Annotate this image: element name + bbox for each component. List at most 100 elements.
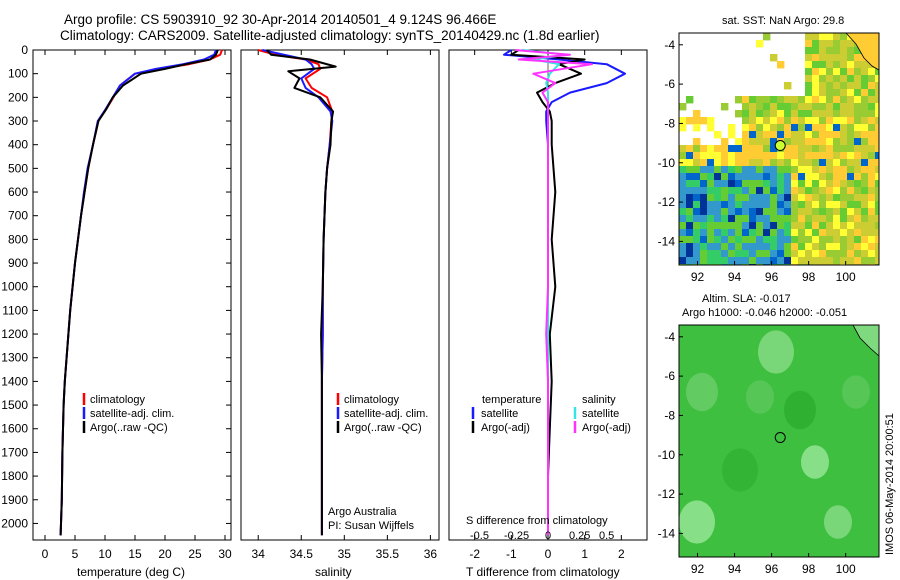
sst-cell (763, 110, 771, 118)
sst-cell (763, 138, 771, 146)
sst-cell (805, 96, 813, 104)
sst-cell (700, 117, 708, 125)
sla-anomaly-blob (842, 375, 870, 409)
sst-cell (742, 103, 750, 111)
sst-cell (847, 152, 855, 160)
sst-cell (700, 159, 708, 167)
sst-cell (875, 187, 879, 195)
sst-cell (833, 257, 841, 265)
sst-cell (847, 250, 855, 258)
sst-cell (875, 173, 879, 181)
sst-cell (707, 180, 715, 188)
map-x-tick-label: 100 (836, 562, 856, 576)
map-y-tick-label: -8 (664, 116, 675, 130)
sst-cell (805, 208, 813, 216)
sst-cell (756, 257, 764, 265)
float-owner-note: Argo Australia (328, 506, 397, 518)
sst-cell (798, 159, 806, 167)
sst-cell (756, 131, 764, 139)
sst-cell (812, 138, 820, 146)
sst-cell (805, 250, 813, 258)
sst-cell (693, 194, 701, 202)
sst-cell (805, 222, 813, 230)
sst-cell (700, 187, 708, 195)
sst-cell (784, 110, 792, 118)
sst-cell (840, 215, 848, 223)
sst-cell (875, 236, 879, 244)
sst-cell (812, 208, 820, 216)
sla-anomaly-blob (679, 500, 715, 544)
legend-temperature-header: temperature (482, 394, 541, 406)
sst-cell (707, 117, 715, 125)
sst-cell (819, 180, 827, 188)
sst-cell (868, 89, 876, 97)
sst-cell (861, 173, 869, 181)
sst-cell (784, 145, 792, 153)
argo-location-marker (774, 140, 786, 152)
sst-cell (784, 257, 792, 265)
sst-cell (875, 103, 879, 111)
sst-cell (770, 110, 778, 118)
sst-cell (784, 131, 792, 139)
sst-cell (833, 61, 841, 69)
sst-cell (728, 215, 736, 223)
sst-cell (777, 243, 785, 251)
sst-cell (840, 250, 848, 258)
sst-cell (728, 152, 736, 160)
sst-cell (861, 110, 869, 118)
sst-cell (819, 117, 827, 125)
sst-cell (854, 138, 862, 146)
sst-cell (805, 243, 813, 251)
sst-cell (742, 250, 750, 258)
sst-cell (861, 208, 869, 216)
sst-cell (742, 222, 750, 230)
sst-cell (854, 131, 862, 139)
sst-cell (707, 124, 715, 132)
sst-cell (791, 180, 799, 188)
depth-tick-label: 1300 (1, 351, 28, 365)
sst-cell (735, 236, 743, 244)
sst-cell (770, 208, 778, 216)
sst-cell (742, 215, 750, 223)
sst-cell (847, 82, 855, 90)
sst-cell (847, 222, 855, 230)
sst-cell (875, 250, 879, 258)
sst-cell (819, 173, 827, 181)
sst-cell (854, 187, 862, 195)
sst-cell (826, 152, 834, 160)
sst-cell (812, 166, 820, 174)
sst-cell (714, 222, 722, 230)
map-x-tick-label: 94 (728, 270, 742, 284)
sst-cell (693, 117, 701, 125)
sst-cell (840, 68, 848, 76)
sst-cell (686, 194, 694, 202)
sst-cell (840, 89, 848, 97)
legend-argo-label: Argo(..raw -QC) (90, 422, 168, 434)
sst-cell (812, 54, 820, 62)
sst-cell (861, 117, 869, 125)
sst-cell (770, 250, 778, 258)
sst-cell (749, 131, 757, 139)
sst-cell (833, 124, 841, 132)
sst-cell (826, 54, 834, 62)
sst-cell (875, 124, 879, 132)
sst-cell (693, 236, 701, 244)
sst-cell (679, 145, 687, 153)
sst-cell (714, 201, 722, 209)
sst-cell (833, 54, 841, 62)
legend-sal-satellite-label: satellite (582, 408, 619, 420)
s-tick-label: 0.25 (569, 530, 590, 542)
sst-cell (861, 145, 869, 153)
sst-cell (847, 187, 855, 195)
sst-cell (847, 194, 855, 202)
sst-cell (686, 180, 694, 188)
sst-cell (833, 229, 841, 237)
sst-cell (770, 201, 778, 209)
sst-cell (784, 103, 792, 111)
sst-cell (763, 173, 771, 181)
map-y-tick-label: -6 (664, 77, 675, 91)
sst-cell (847, 54, 855, 62)
sst-cell (798, 166, 806, 174)
series-line-argo-raw-qc- (59, 49, 219, 536)
sst-cell (791, 222, 799, 230)
